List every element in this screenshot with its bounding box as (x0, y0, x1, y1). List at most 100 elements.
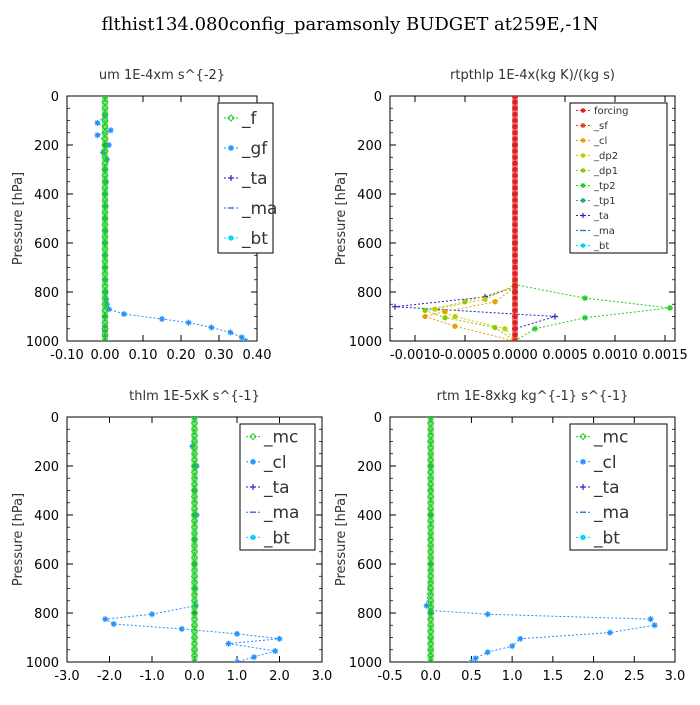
legend-marker-bt (228, 235, 234, 241)
data-point-cl (468, 659, 475, 662)
data-point-forcing (512, 111, 518, 118)
data-point-forcing (512, 215, 518, 222)
y-tick-label: 400 (357, 188, 382, 203)
x-tick-label: 0.10 (129, 348, 158, 363)
legend-marker-bt (250, 534, 256, 541)
legend: _mc _cl _ta _ma _bt (239, 423, 316, 551)
y-tick-label: 600 (357, 237, 382, 252)
legend-marker-gf (228, 145, 234, 151)
legend-marker-mc (579, 432, 587, 441)
legend-label-tp1: _tp1 (593, 196, 616, 207)
legend: _f _gf _ta _ma _bt (217, 102, 277, 254)
y-tick-label: 1000 (26, 656, 59, 671)
x-tick-label: 2.0 (269, 669, 290, 684)
data-point-forcing (512, 209, 518, 216)
x-tick-label: 1.5 (543, 669, 564, 684)
legend-marker-dp2 (580, 153, 586, 158)
chart-title: rtpthlp 1E-4x(kg K)/(kg s) (450, 68, 615, 83)
data-point-cl (110, 621, 117, 628)
x-tick-label: 0.20 (167, 348, 196, 363)
data-point-forcing (512, 136, 518, 142)
zero-series-band (191, 417, 198, 662)
data-point-dp1 (422, 307, 428, 314)
data-point-gf (185, 319, 192, 326)
x-tick-label: 2.5 (624, 669, 645, 684)
legend-box (569, 423, 668, 551)
x-tick-label: -0.5 (377, 669, 402, 684)
y-tick-label: 200 (34, 460, 59, 475)
data-point-cl (492, 299, 498, 305)
legend: forcing _sf _cl _dp2 _dp1 _tp2 _tp1 _ta _ma _bt (569, 102, 668, 254)
series-line-ta (394, 96, 556, 341)
data-point-cl (452, 323, 458, 329)
legend-box (569, 102, 668, 254)
data-point-forcing (512, 319, 518, 326)
data-point-cl (651, 622, 658, 629)
x-tick-label: 3.0 (312, 669, 333, 684)
legend-label-ma: _ma (593, 226, 615, 237)
legend-label-ta: _ta (593, 478, 620, 498)
data-point-forcing (512, 179, 518, 185)
x-tick-label: -3.0 (54, 669, 79, 684)
legend-label-bt: _bt (263, 528, 290, 548)
data-point-f (101, 337, 109, 341)
data-point-gf (238, 334, 245, 341)
legend-label-ma: _ma (593, 503, 629, 523)
data-point-dp2 (502, 326, 508, 332)
data-point-mc (190, 658, 199, 662)
series-line-cl (426, 417, 656, 662)
data-point-forcing (512, 203, 518, 209)
y-tick-label: 200 (357, 139, 382, 154)
y-tick-label: 200 (357, 460, 382, 475)
data-point-forcing (512, 99, 518, 105)
data-point-gf (94, 132, 101, 139)
data-area (102, 417, 283, 662)
data-point-forcing (512, 130, 518, 136)
y-tick-label: 800 (357, 607, 382, 622)
x-tick-label: 0.5 (461, 669, 482, 684)
y-tick-label: 400 (357, 509, 382, 524)
y-tick-label: 200 (34, 139, 59, 154)
legend-label-forcing: forcing (594, 106, 629, 117)
data-point-dp2 (432, 306, 438, 312)
data-point-dp1 (442, 315, 448, 321)
data-point-gf (107, 127, 114, 134)
data-point-cl (484, 611, 491, 618)
data-point-gf (242, 338, 249, 341)
data-point-cl (422, 313, 428, 320)
legend-marker-dp1 (580, 168, 586, 173)
legend-label-f: _f (241, 109, 258, 129)
y-axis-label: Pressure [hPa] (11, 172, 26, 265)
data-point-gf (94, 119, 101, 126)
legend-label-bt: _bt (241, 229, 268, 249)
data-point-cl (276, 635, 283, 642)
chart-title: um 1E-4xm s^{-2} (99, 68, 225, 83)
data-point-forcing (512, 142, 518, 148)
data-point-cl (606, 629, 613, 636)
legend-label-mc: _mc (593, 428, 628, 448)
legend-marker-sf (580, 123, 586, 128)
legend-label-bt: _bt (593, 528, 620, 548)
y-tick-label: 600 (34, 237, 59, 252)
data-point-gf (121, 311, 127, 318)
legend: _mc _cl _ta _ma _bt (569, 423, 668, 551)
y-tick-label: 600 (357, 558, 382, 573)
data-point-ta (392, 303, 398, 310)
legend-label-sf: _sf (593, 121, 608, 132)
data-point-gf (208, 324, 215, 331)
chart-panel-1: um 1E-4xm s^{-2} Pressure [hPa] 0 200 400 600… (11, 68, 277, 363)
data-point-forcing (512, 295, 518, 301)
series-dp1 (422, 96, 518, 341)
legend-label-cl: _cl (593, 136, 607, 147)
data-point-forcing (512, 277, 518, 283)
data-point-dp2 (452, 313, 458, 320)
chart-title: thlm 1E-5xK s^{-1} (129, 389, 260, 404)
y-tick-label: 0 (51, 90, 59, 105)
legend-label-ta: _ta (593, 211, 609, 222)
data-point-forcing (512, 240, 518, 246)
legend-marker-cl (580, 138, 586, 143)
data-point-forcing (512, 234, 518, 240)
data-point-cl (251, 654, 257, 661)
legend-marker-mc (249, 432, 257, 441)
y-tick-label: 800 (34, 286, 59, 301)
